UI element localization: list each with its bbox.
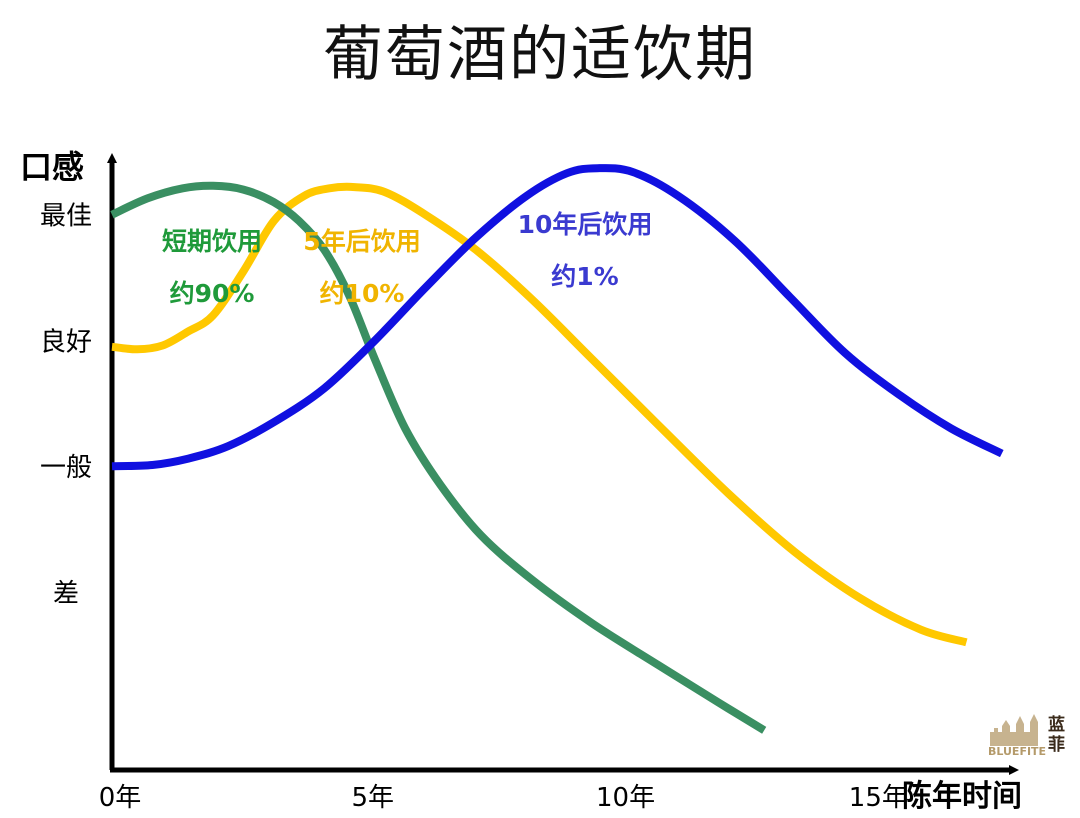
y-tick-label: 差 [53, 579, 79, 609]
series-share-label: 约1% [551, 262, 618, 291]
series-name-label: 短期饮用 [162, 227, 262, 256]
x-tick-label: 10年 [596, 783, 655, 813]
series-line-1 [110, 181, 767, 734]
series-name-label: 5年后饮用 [303, 227, 420, 256]
series-line-2 [111, 182, 968, 647]
series-name-label: 10年后饮用 [518, 210, 653, 239]
brand-logo: BLUEFITE 蓝 菲 [986, 708, 1076, 758]
logo-cn-top: 蓝 [1048, 715, 1065, 735]
series-group [110, 164, 1004, 734]
x-tick-label: 0年 [99, 783, 142, 813]
x-tick-label: 5年 [352, 783, 395, 813]
logo-en-text: BLUEFITE [988, 745, 1046, 758]
castle-icon [990, 714, 1038, 746]
x-axis-title: 陈年时间 [902, 779, 1022, 814]
series-share-label: 约90% [170, 279, 255, 308]
x-tick-label: 15年 [849, 783, 908, 813]
logo-cn-bottom: 菲 [1048, 735, 1065, 755]
y-axis-title: 口感 [20, 148, 84, 186]
chart-title: 葡萄酒的适饮期 [323, 20, 757, 90]
series-line-3 [111, 164, 1004, 471]
y-tick-label: 良好 [40, 327, 92, 357]
series-share-label: 约10% [320, 279, 405, 308]
y-tick-label: 一般 [40, 453, 92, 483]
y-tick-label: 最佳 [40, 202, 92, 232]
